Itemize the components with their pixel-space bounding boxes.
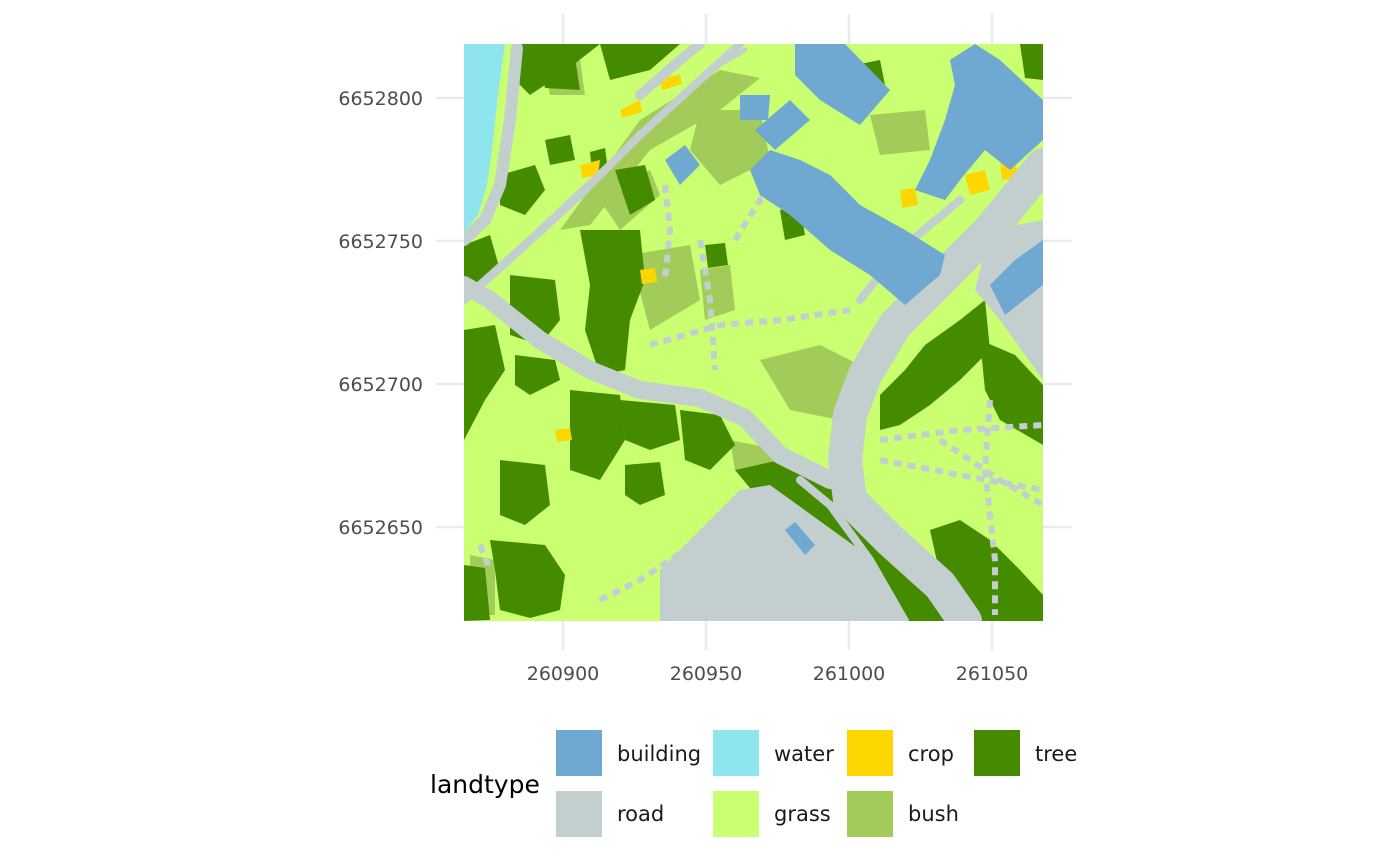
building-areas — [665, 44, 1043, 555]
legend-key-water — [713, 730, 759, 776]
legend-key-tree — [974, 730, 1020, 776]
legend-label-tree: tree — [1035, 742, 1077, 766]
legend-key-bush — [847, 791, 893, 837]
legend-label-bush: bush — [908, 802, 959, 826]
x-tick-label: 260900 — [527, 663, 600, 685]
legend-key-building — [556, 730, 602, 776]
x-tick-label: 261000 — [813, 663, 886, 685]
road-areas — [464, 44, 1043, 621]
water-area — [464, 44, 505, 232]
legend-label-crop: crop — [908, 742, 954, 766]
parking-lot — [660, 485, 905, 621]
x-tick-label: 260950 — [670, 663, 743, 685]
legend-label-building: building — [617, 742, 701, 766]
x-tick-label: 261050 — [956, 663, 1029, 685]
y-tick-label: 6652700 — [338, 374, 423, 396]
x-axis: 260900 260950 261000 261050 — [527, 663, 1029, 685]
legend-label-grass: grass — [774, 802, 831, 826]
legend-label-water: water — [774, 742, 834, 766]
footpaths — [477, 182, 1043, 615]
legend-title: landtype — [430, 770, 540, 799]
legend-key-grass — [713, 791, 759, 837]
y-tick-label: 6652750 — [338, 231, 423, 253]
land-cover-raster — [464, 44, 1043, 621]
y-tick-label: 6652650 — [338, 517, 423, 539]
legend-key-road — [556, 791, 602, 837]
legend-label-road: road — [617, 802, 664, 826]
legend: landtype building water crop tree road g… — [430, 730, 1077, 837]
y-axis: 6652800 6652750 6652700 6652650 — [338, 88, 423, 539]
legend-key-crop — [847, 730, 893, 776]
y-tick-label: 6652800 — [338, 88, 423, 110]
